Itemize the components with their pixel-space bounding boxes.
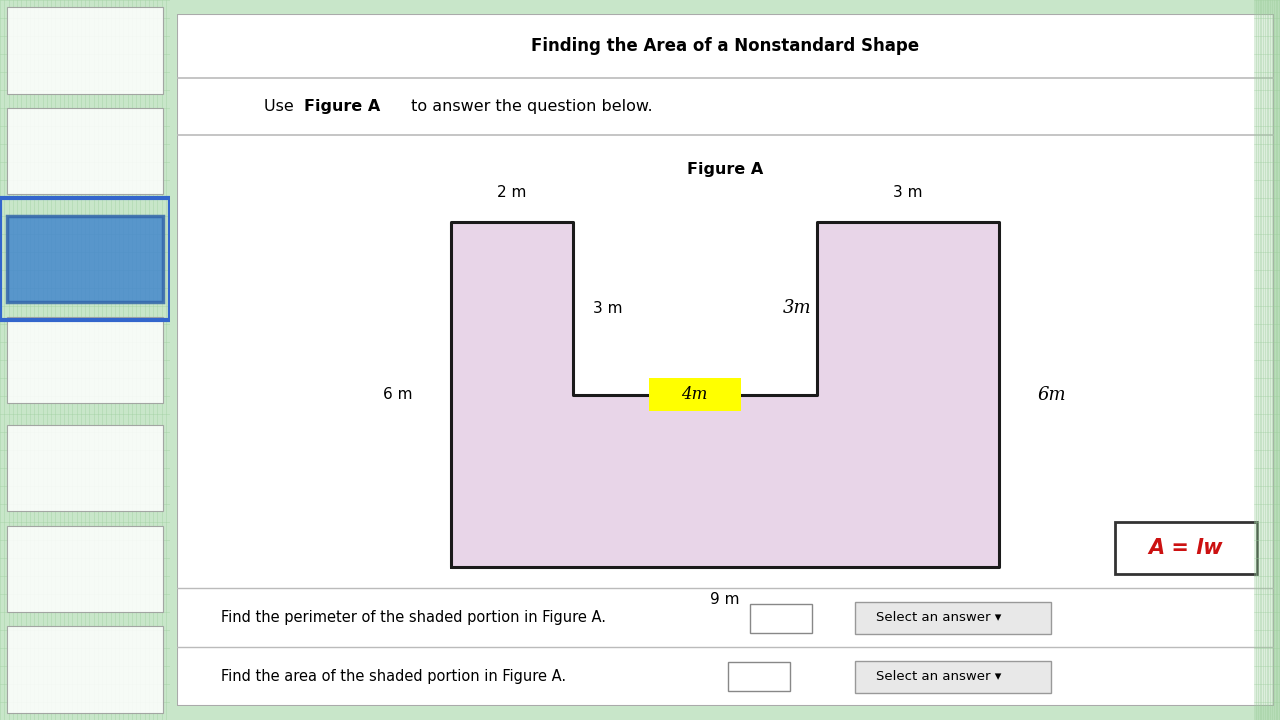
FancyBboxPatch shape <box>6 425 164 511</box>
Text: Use: Use <box>265 99 300 114</box>
FancyBboxPatch shape <box>855 602 1051 634</box>
Text: 9 m: 9 m <box>710 592 740 606</box>
FancyBboxPatch shape <box>750 603 812 633</box>
FancyBboxPatch shape <box>855 661 1051 693</box>
FancyBboxPatch shape <box>6 626 164 713</box>
Text: Finding the Area of a Nonstandard Shape: Finding the Area of a Nonstandard Shape <box>531 37 919 55</box>
FancyBboxPatch shape <box>6 108 164 194</box>
Text: Select an answer ▾: Select an answer ▾ <box>877 611 1002 624</box>
Text: 2 m: 2 m <box>497 184 526 199</box>
Text: Select an answer ▾: Select an answer ▾ <box>877 670 1002 683</box>
Text: to answer the question below.: to answer the question below. <box>406 99 653 114</box>
FancyBboxPatch shape <box>728 662 790 691</box>
Text: 3m: 3m <box>782 300 812 317</box>
FancyBboxPatch shape <box>649 378 741 411</box>
Text: Figure A: Figure A <box>303 99 380 114</box>
Text: 6m: 6m <box>1038 386 1066 403</box>
Text: 3 m: 3 m <box>893 184 923 199</box>
Text: Find the perimeter of the shaded portion in Figure A.: Find the perimeter of the shaded portion… <box>220 610 605 625</box>
Text: 6 m: 6 m <box>383 387 412 402</box>
Text: A = lw: A = lw <box>1148 539 1224 558</box>
Polygon shape <box>451 222 1000 567</box>
FancyBboxPatch shape <box>177 14 1274 706</box>
Text: Figure A: Figure A <box>687 162 763 176</box>
Text: Find the area of the shaded portion in Figure A.: Find the area of the shaded portion in F… <box>220 669 566 684</box>
FancyBboxPatch shape <box>6 526 164 612</box>
FancyBboxPatch shape <box>1115 523 1257 575</box>
FancyBboxPatch shape <box>6 216 164 302</box>
Text: 3 m: 3 m <box>593 301 622 315</box>
FancyBboxPatch shape <box>6 317 164 403</box>
Text: 4m: 4m <box>681 386 708 403</box>
FancyBboxPatch shape <box>6 7 164 94</box>
